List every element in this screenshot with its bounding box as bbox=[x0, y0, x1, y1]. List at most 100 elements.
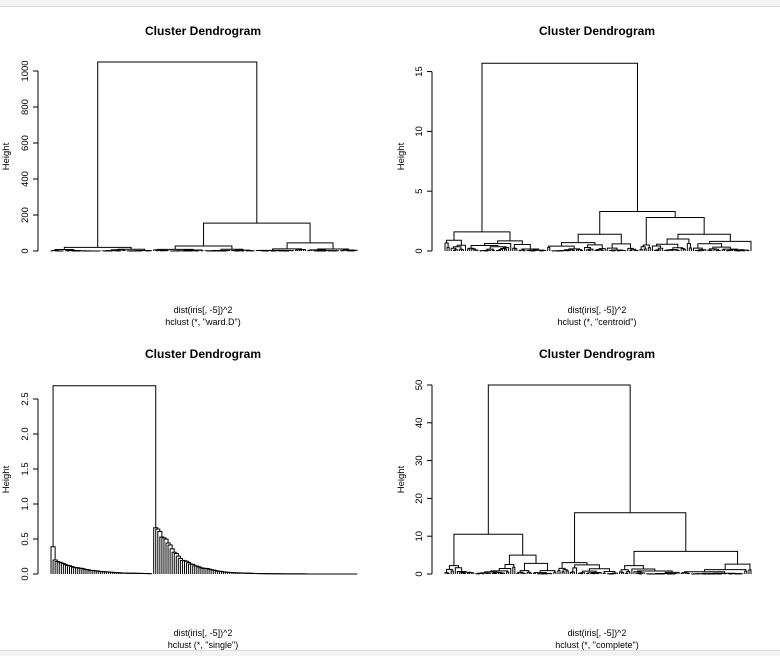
dendrogram-branch bbox=[445, 243, 448, 251]
y-tick-label: 1.5 bbox=[20, 462, 31, 475]
chart-title: Cluster Dendrogram bbox=[539, 24, 655, 38]
y-tick-label: 2.0 bbox=[20, 427, 31, 440]
dendrogram-branch bbox=[507, 572, 509, 574]
dendrogram-branch bbox=[588, 245, 603, 249]
dendrogram-tree bbox=[51, 386, 357, 574]
dendrogram-branch bbox=[447, 240, 462, 245]
chart-title: Cluster Dendrogram bbox=[145, 24, 261, 38]
dendrogram-branch bbox=[454, 534, 523, 565]
y-axis-label: Height bbox=[396, 465, 407, 493]
y-tick-label: 0.0 bbox=[20, 567, 31, 580]
dendrogram-panel-1: Cluster Dendrogram02004006008001000Heigh… bbox=[1, 24, 357, 327]
y-tick-label: 50 bbox=[414, 380, 425, 391]
dendrogram-branch bbox=[575, 513, 686, 563]
dendrogram-branch bbox=[581, 250, 583, 251]
dendrogram-branch bbox=[451, 571, 453, 574]
dendrogram-branch bbox=[492, 250, 494, 251]
dendrogram-panel-2: Cluster Dendrogram 0 5 10 15 Height dist(iris[… bbox=[396, 24, 751, 327]
dendrogram-branch bbox=[461, 250, 463, 251]
dendrogram-branch bbox=[513, 248, 516, 251]
y-tick-label: 600 bbox=[20, 135, 31, 151]
dendrogram-branch bbox=[749, 570, 751, 574]
dendrogram-panel-3: Cluster Dendrogram 0.0 0.5 1.0 1.5 2.0 2.5 Heig… bbox=[1, 347, 357, 650]
y-axis-label: Height bbox=[396, 142, 407, 170]
chart-title: Cluster Dendrogram bbox=[539, 347, 655, 361]
chart-subtitle: hclust (*, "centroid") bbox=[558, 317, 637, 327]
dendrogram-branch bbox=[626, 573, 628, 574]
dendrogram-branch bbox=[601, 250, 603, 251]
dendrogram-branch bbox=[683, 249, 685, 251]
y-tick-label: 800 bbox=[20, 99, 31, 115]
dendrogram-branch bbox=[634, 551, 738, 565]
plot-viewer-footer bbox=[0, 650, 780, 656]
y-tick-label: 5 bbox=[414, 189, 425, 194]
dendrogram-branch bbox=[689, 248, 691, 251]
dendrogram-panel-4: Cluster Dendrogram 0 10 20 30 40 50 Height dist(… bbox=[396, 347, 751, 650]
dendrogram-tree bbox=[51, 62, 357, 251]
dendrogram-branch bbox=[447, 573, 449, 574]
dendrogram-branch bbox=[554, 572, 556, 574]
dendrogram-branch bbox=[717, 250, 720, 251]
dendrogram-branch bbox=[622, 573, 624, 574]
dendrogram-branch bbox=[612, 250, 623, 251]
dendrogram-branch bbox=[515, 249, 517, 251]
dendrogram-branch bbox=[468, 573, 470, 574]
y-tick-label: 0 bbox=[414, 248, 425, 253]
dendrogram-branch bbox=[589, 250, 591, 251]
y-tick-label: 0 bbox=[414, 571, 425, 576]
dendrogram-branch bbox=[558, 571, 560, 574]
y-tick-label: 20 bbox=[414, 493, 425, 504]
dendrogram-branch bbox=[722, 250, 724, 251]
dendrogram-branch bbox=[603, 573, 605, 574]
dendrogram-branch bbox=[575, 565, 600, 569]
dendrogram-branch bbox=[548, 247, 550, 251]
y-axis-label: Height bbox=[1, 142, 12, 170]
y-tick-label: 1.0 bbox=[20, 497, 31, 510]
y-tick-label: 0 bbox=[20, 248, 31, 253]
dendrogram-tree bbox=[445, 385, 751, 574]
dendrogram-branch bbox=[447, 247, 449, 251]
dendrogram-branch bbox=[524, 563, 547, 570]
dendrogram-branch bbox=[708, 250, 711, 251]
dendrogram-branch bbox=[648, 248, 650, 251]
x-axis-label: dist(iris[, -5])^2 bbox=[568, 305, 627, 315]
dendrogram-branch bbox=[517, 573, 519, 574]
dendrogram-branch bbox=[630, 250, 632, 251]
y-tick-label: 15 bbox=[414, 66, 425, 77]
dendrogram-branch bbox=[600, 212, 675, 235]
dendrogram-branch bbox=[529, 573, 531, 574]
dendrogram-branch bbox=[640, 250, 642, 251]
dendrogram-branch bbox=[566, 571, 568, 574]
dendrogram-branch bbox=[304, 250, 306, 251]
dendrogram-branch bbox=[687, 244, 690, 251]
dendrogram-branch bbox=[562, 572, 564, 574]
y-tick-label: 30 bbox=[414, 455, 425, 466]
y-tick-label: 10 bbox=[414, 126, 425, 137]
chart-title: Cluster Dendrogram bbox=[145, 347, 261, 361]
dendrogram-branch bbox=[681, 573, 683, 574]
y-tick-label: 1000 bbox=[20, 60, 31, 81]
dendrogram-branch bbox=[533, 573, 535, 574]
dendrogram-branch bbox=[572, 250, 574, 251]
y-tick-label: 200 bbox=[20, 207, 31, 223]
dendrogram-branch bbox=[745, 571, 747, 574]
y-axis-label: Height bbox=[1, 465, 12, 493]
dendrogram-branch bbox=[644, 249, 646, 251]
x-axis-label: dist(iris[, -5])^2 bbox=[568, 628, 627, 638]
dendrogram-branch bbox=[287, 243, 333, 249]
dendrogram-branch bbox=[454, 232, 510, 241]
y-tick-label: 40 bbox=[414, 418, 425, 429]
dendrogram-branch bbox=[570, 572, 572, 574]
dendrogram-branch bbox=[505, 249, 507, 251]
dendrogram-branch bbox=[513, 567, 515, 574]
chart-subtitle: hclust (*, "complete") bbox=[555, 640, 638, 650]
chart-subtitle: hclust (*, "single") bbox=[168, 640, 238, 650]
dendrogram-branch bbox=[667, 239, 689, 244]
dendrogram-branch bbox=[98, 62, 257, 247]
y-tick-label: 0.5 bbox=[20, 532, 31, 545]
dendrogram-branch bbox=[488, 385, 630, 534]
x-axis-label: dist(iris[, -5])^2 bbox=[174, 628, 233, 638]
y-tick-label: 10 bbox=[414, 531, 425, 542]
y-tick-label: 2.5 bbox=[20, 392, 31, 405]
